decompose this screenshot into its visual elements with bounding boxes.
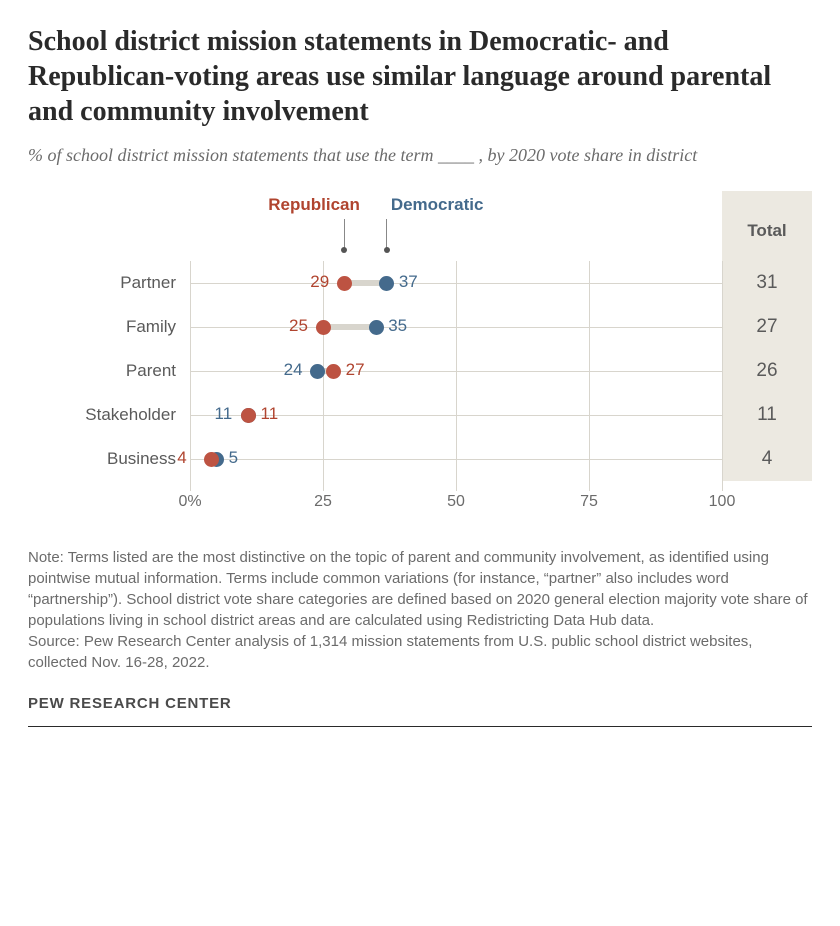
x-axis-tick: 100 bbox=[709, 493, 736, 511]
chart-note: Note: Terms listed are the most distinct… bbox=[28, 547, 812, 673]
row-label: Business bbox=[28, 449, 190, 469]
total-value: 26 bbox=[722, 349, 812, 393]
democratic-value: 5 bbox=[229, 448, 238, 468]
total-value: 4 bbox=[722, 437, 812, 481]
data-row: 29 37 bbox=[190, 261, 722, 305]
legend-republican: Republican bbox=[268, 195, 360, 215]
plot-area: 29 37 25 35 27 24 11 11 45 bbox=[190, 261, 722, 481]
x-axis-tick: 25 bbox=[314, 493, 332, 511]
row-label: Stakeholder bbox=[28, 405, 190, 425]
republican-dot bbox=[316, 320, 331, 335]
x-axis: 0%255075100 bbox=[190, 481, 722, 521]
legend-callout-line bbox=[386, 219, 387, 249]
legend-democratic: Democratic bbox=[391, 195, 484, 215]
democratic-value: 37 bbox=[399, 272, 418, 292]
labels-column: Partner Family Parent Stakeholder Business bbox=[28, 191, 190, 521]
row-label: Family bbox=[28, 317, 190, 337]
chart-subtitle: % of school district mission statements … bbox=[28, 143, 812, 167]
total-header: Total bbox=[722, 191, 812, 261]
legend-callout-line bbox=[344, 219, 345, 249]
democratic-value: 24 bbox=[284, 360, 303, 380]
democratic-dot bbox=[310, 364, 325, 379]
data-row: 27 24 bbox=[190, 349, 722, 393]
row-label: Parent bbox=[28, 361, 190, 381]
republican-dot bbox=[337, 276, 352, 291]
republican-value: 11 bbox=[261, 404, 279, 424]
republican-value: 29 bbox=[310, 272, 329, 292]
democratic-dot bbox=[369, 320, 384, 335]
x-axis-tick: 0% bbox=[178, 493, 201, 511]
republican-value: 4 bbox=[177, 448, 186, 468]
x-axis-tick: 50 bbox=[447, 493, 465, 511]
source-footer: PEW RESEARCH CENTER bbox=[28, 695, 812, 727]
republican-value: 27 bbox=[346, 360, 365, 380]
totals-column: Total 312726114 bbox=[722, 191, 812, 521]
x-axis-tick: 75 bbox=[580, 493, 598, 511]
data-row: 25 35 bbox=[190, 305, 722, 349]
plot-column: Republican Democratic 29 37 25 35 27 24 11 11 45… bbox=[190, 191, 722, 521]
total-value: 11 bbox=[722, 393, 812, 437]
grid-line bbox=[722, 261, 723, 491]
democratic-value: 11 bbox=[215, 404, 233, 424]
row-label: Partner bbox=[28, 273, 190, 293]
democratic-dot bbox=[379, 276, 394, 291]
total-value: 31 bbox=[722, 261, 812, 305]
data-row: 11 11 bbox=[190, 393, 722, 437]
chart-container: Partner Family Parent Stakeholder Business R… bbox=[28, 191, 812, 521]
legend: Republican Democratic bbox=[190, 191, 722, 261]
republican-dot bbox=[326, 364, 341, 379]
data-row: 45 bbox=[190, 437, 722, 481]
republican-dot bbox=[204, 452, 219, 467]
republican-dot bbox=[241, 408, 256, 423]
democratic-value: 35 bbox=[388, 316, 407, 336]
total-value: 27 bbox=[722, 305, 812, 349]
chart-title: School district mission statements in De… bbox=[28, 24, 812, 129]
republican-value: 25 bbox=[289, 316, 308, 336]
